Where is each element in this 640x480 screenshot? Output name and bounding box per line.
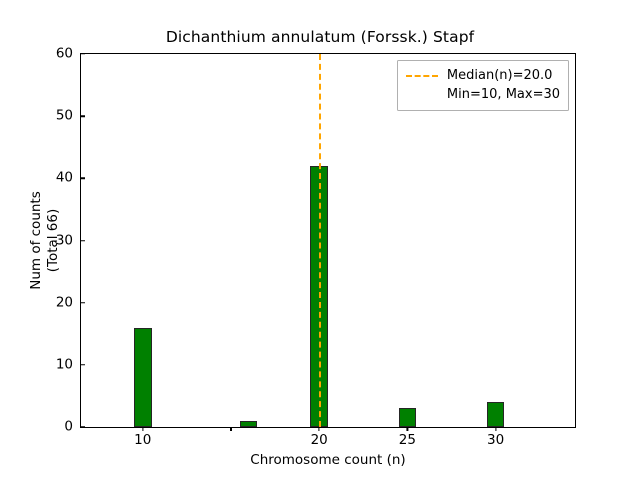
legend-label-median: Median(n)=20.0 (446, 68, 553, 83)
x-axis-tick-mark (406, 427, 408, 431)
median-line-layer (81, 54, 575, 427)
chart-title: Dichanthium annulatum (Forssk.) Stapf (165, 28, 475, 46)
median-line (319, 54, 322, 427)
legend-item-minmax: Min=10, Max=30 (406, 85, 560, 104)
y-axis-label-line2: (Total 66) (44, 208, 61, 273)
bar (398, 408, 417, 427)
bar (310, 165, 328, 427)
y-axis-tick: 30 (55, 231, 85, 248)
y-axis-tick-label: 0 (64, 418, 73, 435)
x-axis-tick: 30 (487, 427, 504, 448)
x-axis-tick: 20 (311, 427, 328, 448)
dashed-line-icon (405, 74, 438, 77)
x-axis-tick-label: 30 (487, 432, 505, 448)
y-axis-tick-mark (81, 115, 85, 117)
legend-label-minmax: Min=10, Max=30 (446, 87, 560, 102)
bar (239, 420, 258, 427)
y-axis-tick: 20 (55, 293, 85, 310)
y-axis-tick-label: 40 (55, 169, 73, 186)
y-axis-tick: 0 (64, 418, 85, 435)
y-axis-tick: 40 (55, 169, 85, 186)
y-axis-tick-mark (81, 177, 85, 179)
x-axis-tick-mark (142, 427, 144, 431)
blank-marker-icon (406, 94, 438, 96)
y-axis-tick-mark (81, 426, 85, 428)
plot-area: 0 10 20 30 40 50 60 10 20 25 30 Median(n)=20.0 Mi… (56, 47, 576, 447)
y-axis-tick-mark (81, 364, 85, 366)
x-axis-tick-label: 25 (398, 432, 416, 448)
legend-item-median: Median(n)=20.0 (405, 66, 560, 85)
x-axis-tick: 10 (134, 427, 151, 448)
y-axis-tick-label: 50 (55, 107, 73, 124)
bar (486, 402, 505, 427)
y-axis-tick-label: 20 (55, 293, 73, 310)
x-axis-tick-mark (230, 427, 232, 431)
x-axis-tick-mark (495, 427, 497, 431)
x-axis-tick-label: 20 (310, 432, 328, 448)
y-axis-tick: 10 (55, 356, 85, 373)
y-axis-tick: 60 (55, 45, 85, 62)
y-axis-tick-label: 10 (55, 356, 73, 373)
y-axis-label-line1: Num of counts (28, 191, 44, 290)
bar (133, 327, 152, 427)
chart-legend: Median(n)=20.0 Min=10, Max=30 (396, 60, 569, 111)
y-axis-tick-mark (81, 239, 85, 242)
bars-layer (81, 54, 575, 427)
y-axis-tick: 50 (55, 107, 85, 124)
y-axis-tick-label: 30 (55, 231, 73, 248)
x-axis-tick: 25 (399, 427, 416, 448)
y-axis-tick-mark (81, 53, 85, 55)
x-axis-tick-mark (318, 427, 320, 431)
x-axis-tick-label: 10 (134, 432, 152, 448)
x-axis-label: Chromosome count (n) (250, 452, 406, 468)
y-axis-label: Num of counts (Total 66) (28, 53, 61, 428)
y-axis-tick-mark (81, 302, 85, 304)
y-axis-tick-label: 60 (55, 45, 73, 62)
